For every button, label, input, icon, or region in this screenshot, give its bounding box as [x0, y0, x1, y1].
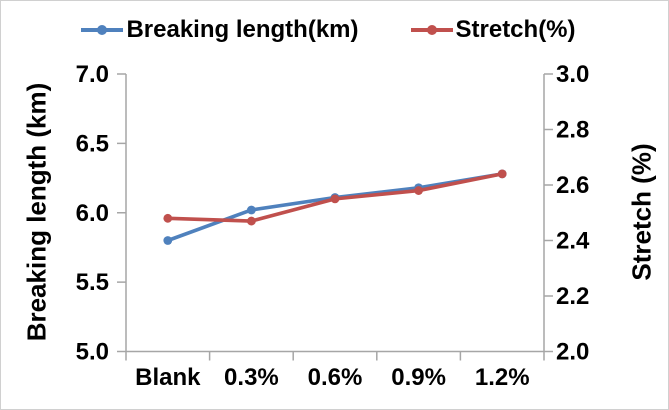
right-axis-tick-label: 2.8	[556, 117, 589, 144]
x-axis-category-label: 0.6%	[308, 364, 363, 391]
left-axis-tick-label: 6.0	[76, 200, 109, 227]
legend-label-stretch: Stretch(%)	[455, 16, 576, 43]
right-axis-tick-label: 2.2	[556, 283, 589, 310]
legend-label-breaking-length: Breaking length(km)	[126, 16, 359, 43]
left-axis-tick-label: 5.0	[76, 339, 109, 366]
x-axis-category-label: 0.3%	[224, 364, 279, 391]
x-axis-category-label: 0.9%	[391, 364, 446, 391]
right-axis-tick-label: 3.0	[556, 61, 589, 88]
x-axis-category-label: Blank	[135, 364, 201, 391]
data-point-marker-breaking-length-km	[247, 205, 256, 215]
right-axis-tick-label: 2.0	[556, 339, 589, 366]
legend-item-breaking-length: Breaking length(km)	[81, 16, 359, 44]
right-axis-tick-label: 2.4	[556, 228, 590, 255]
data-point-marker-stretch	[163, 213, 173, 223]
legend-item-stretch: Stretch(%)	[410, 16, 576, 44]
data-point-marker-stretch	[414, 186, 423, 195]
data-point-marker-stretch	[497, 169, 507, 179]
data-point-marker-stretch	[330, 194, 340, 204]
left-axis-tick-label: 7.0	[76, 61, 109, 88]
data-point-marker-breaking-length-km	[163, 236, 173, 245]
data-point-marker-stretch	[247, 216, 256, 226]
x-axis-category-label: 1.2%	[475, 364, 530, 391]
left-axis-tick-label: 6.5	[76, 130, 109, 157]
legend-marker-breaking-length-icon	[81, 25, 124, 35]
legend: Breaking length(km) Stretch(%)	[1, 13, 656, 47]
left-axis-tick-label: 5.5	[76, 269, 109, 296]
legend-marker-stretch-icon	[410, 25, 453, 35]
right-axis-tick-label: 2.6	[556, 172, 589, 199]
